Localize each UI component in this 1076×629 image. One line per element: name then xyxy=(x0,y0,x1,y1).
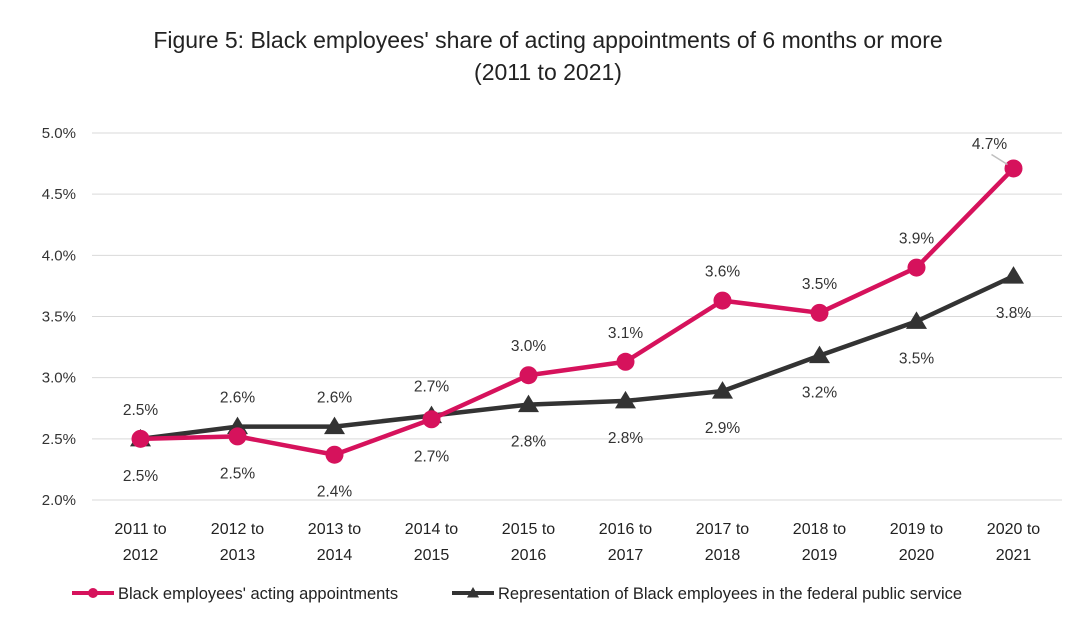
x-tick-label: 2019 to xyxy=(890,521,943,538)
leader-line xyxy=(991,153,1008,166)
data-label: 2.5% xyxy=(123,468,159,485)
y-tick-label: 5.0% xyxy=(42,125,76,142)
x-tick-label: 2012 to xyxy=(211,521,264,538)
data-label: 2.6% xyxy=(220,390,256,407)
acting-appointments-point xyxy=(422,410,441,429)
chart-title-line-2: (2011 to 2021) xyxy=(474,59,622,85)
x-tick-label: 2020 to xyxy=(987,521,1040,538)
x-tick-label: 2015 xyxy=(414,547,450,564)
data-label: 3.9% xyxy=(899,231,935,248)
data-label: 2.8% xyxy=(608,430,644,447)
y-tick-label: 3.0% xyxy=(42,370,76,387)
y-tick-label: 2.0% xyxy=(42,492,76,509)
representation-point xyxy=(809,345,830,364)
x-tick-label: 2020 xyxy=(899,547,935,564)
acting-appointments-point xyxy=(1004,159,1023,178)
chart-title-line-1: Figure 5: Black employees' share of acti… xyxy=(153,27,942,53)
x-tick-label: 2018 xyxy=(705,547,741,564)
x-tick-label: 2015 to xyxy=(502,521,555,538)
x-tick-label: 2017 xyxy=(608,547,644,564)
data-label: 2.7% xyxy=(414,448,450,465)
x-tick-label: 2011 to xyxy=(114,521,166,538)
x-tick-label: 2014 to xyxy=(405,521,458,538)
acting-appointments-point xyxy=(325,445,344,464)
data-label: 2.4% xyxy=(317,484,353,501)
acting-appointments-point xyxy=(713,291,732,310)
data-labels: 2.5% 2.5% 2.4% 2.7% 3.0% 3.1% 3.6% 3.5% 3.9% 4.7%… xyxy=(123,136,1032,501)
acting-appointments-point xyxy=(616,352,635,371)
legend: Black employees' acting appointments Repr… xyxy=(72,585,962,603)
x-tick-label: 2016 to xyxy=(599,521,652,538)
x-tick-label: 2014 xyxy=(317,547,353,564)
series-line-representation xyxy=(140,274,1015,442)
representation-point xyxy=(1003,266,1024,284)
series-layer xyxy=(130,159,1024,464)
representation-point xyxy=(518,394,539,413)
representation-point xyxy=(615,390,636,409)
acting-appointments-point xyxy=(519,366,538,385)
x-tick-label: 2019 xyxy=(802,547,838,564)
data-label: 4.7% xyxy=(972,136,1008,153)
representation-point xyxy=(712,381,733,399)
legend-label: Representation of Black employees in the… xyxy=(498,585,962,603)
acting-appointments-point xyxy=(228,427,247,446)
representation-point xyxy=(324,416,345,435)
x-tick-label: 2013 xyxy=(220,547,256,564)
data-label: 3.5% xyxy=(899,350,935,367)
data-label: 2.5% xyxy=(220,465,256,482)
x-axis-ticks: 2011 to 2012 2012 to 2013 2013 to 2014 2014 to… xyxy=(114,521,1040,564)
data-label: 2.7% xyxy=(414,379,450,396)
legend-marker-circle xyxy=(88,588,98,598)
data-label: 3.0% xyxy=(511,338,547,355)
series-line-acting-appointments xyxy=(140,166,1016,457)
data-label: 3.5% xyxy=(802,276,838,293)
legend-marker-triangle xyxy=(467,587,479,598)
acting-appointments-point xyxy=(907,258,926,277)
y-tick-label: 4.0% xyxy=(42,247,76,264)
y-axis-ticks: 2.0% 2.5% 3.0% 3.5% 4.0% 4.5% 5.0% xyxy=(42,125,76,509)
y-tick-label: 4.5% xyxy=(42,186,76,203)
x-tick-label: 2016 xyxy=(511,547,547,564)
x-tick-label: 2018 to xyxy=(793,521,846,538)
acting-appointments-point xyxy=(131,429,150,448)
data-label: 3.2% xyxy=(802,385,838,402)
data-label: 2.5% xyxy=(123,402,159,419)
data-label: 3.6% xyxy=(705,264,741,281)
data-label: 3.8% xyxy=(996,305,1032,322)
x-tick-label: 2021 xyxy=(996,547,1032,564)
y-tick-label: 2.5% xyxy=(42,431,76,448)
x-tick-label: 2017 to xyxy=(696,521,749,538)
legend-label: Black employees' acting appointments xyxy=(118,585,398,603)
x-tick-label: 2012 xyxy=(123,547,159,564)
acting-appointments-point xyxy=(810,303,829,322)
data-label: 2.9% xyxy=(705,420,741,437)
representation-point xyxy=(906,311,927,329)
data-label: 2.6% xyxy=(317,390,353,407)
x-tick-label: 2013 to xyxy=(308,521,361,538)
data-label: 2.8% xyxy=(511,434,547,451)
data-label: 3.1% xyxy=(608,325,644,342)
y-tick-label: 3.5% xyxy=(42,309,76,326)
